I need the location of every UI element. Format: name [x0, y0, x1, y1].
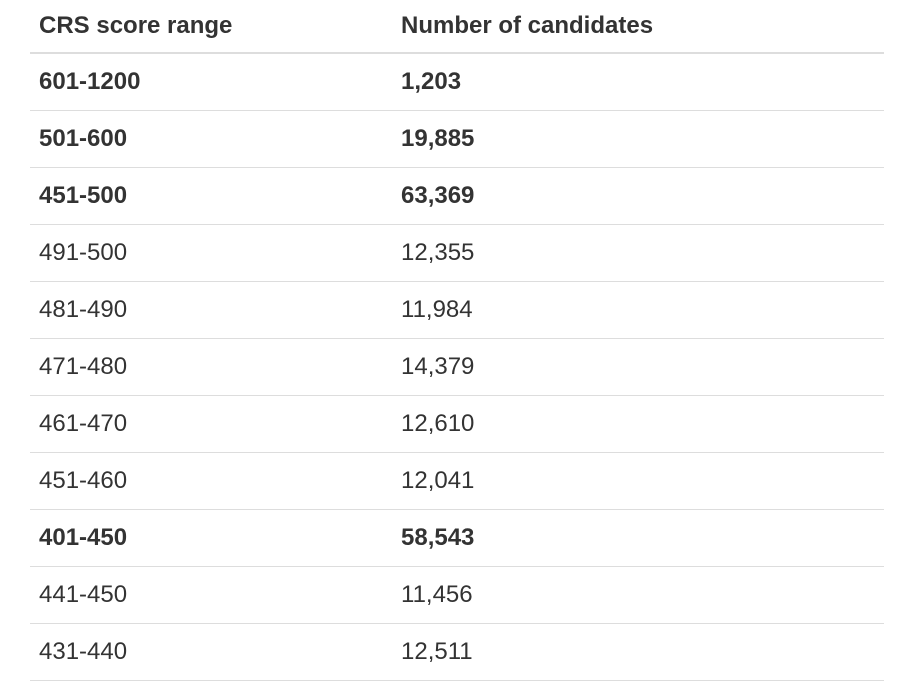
cell: 431-440	[30, 623, 392, 681]
cell: 601-1200	[30, 53, 392, 111]
header-cell: Number of candidates	[392, 0, 884, 54]
cell: 501-600	[30, 110, 392, 168]
row: 431-440 12,511	[30, 623, 884, 681]
cell: 19,885	[392, 110, 884, 168]
cell: 11,456	[392, 566, 884, 624]
row: 451-460 12,041	[30, 452, 884, 510]
cell: 451-460	[30, 452, 392, 510]
cell: 401-450	[30, 509, 392, 567]
cell: 441-450	[30, 566, 392, 624]
cell: 1,203	[392, 53, 884, 111]
table-head: CRS score range Number of candidates	[30, 0, 884, 54]
cell: 481-490	[30, 281, 392, 339]
table-body: 601-1200 1,203 501-600 19,885 451-500 63,36…	[30, 53, 884, 681]
cell: 471-480	[30, 338, 392, 396]
header-row: CRS score range Number of candidates	[30, 0, 884, 54]
row: 451-500 63,369	[30, 167, 884, 225]
cell: 11,984	[392, 281, 884, 339]
row: 481-490 11,984	[30, 281, 884, 339]
row: 441-450 11,456	[30, 566, 884, 624]
cell: 14,379	[392, 338, 884, 396]
crs-table: CRS score range Number of candidates 601…	[30, 0, 884, 681]
row: 471-480 14,379	[30, 338, 884, 396]
cell: 451-500	[30, 167, 392, 225]
cell: 12,355	[392, 224, 884, 282]
row: 501-600 19,885	[30, 110, 884, 168]
cell: 461-470	[30, 395, 392, 453]
row: 461-470 12,610	[30, 395, 884, 453]
cell: 58,543	[392, 509, 884, 567]
cell: 491-500	[30, 224, 392, 282]
row: 601-1200 1,203	[30, 53, 884, 111]
cell: 12,041	[392, 452, 884, 510]
header-cell: CRS score range	[30, 0, 392, 54]
cell: 12,511	[392, 623, 884, 681]
row: 401-450 58,543	[30, 509, 884, 567]
cell: 63,369	[392, 167, 884, 225]
row: 491-500 12,355	[30, 224, 884, 282]
cell: 12,610	[392, 395, 884, 453]
